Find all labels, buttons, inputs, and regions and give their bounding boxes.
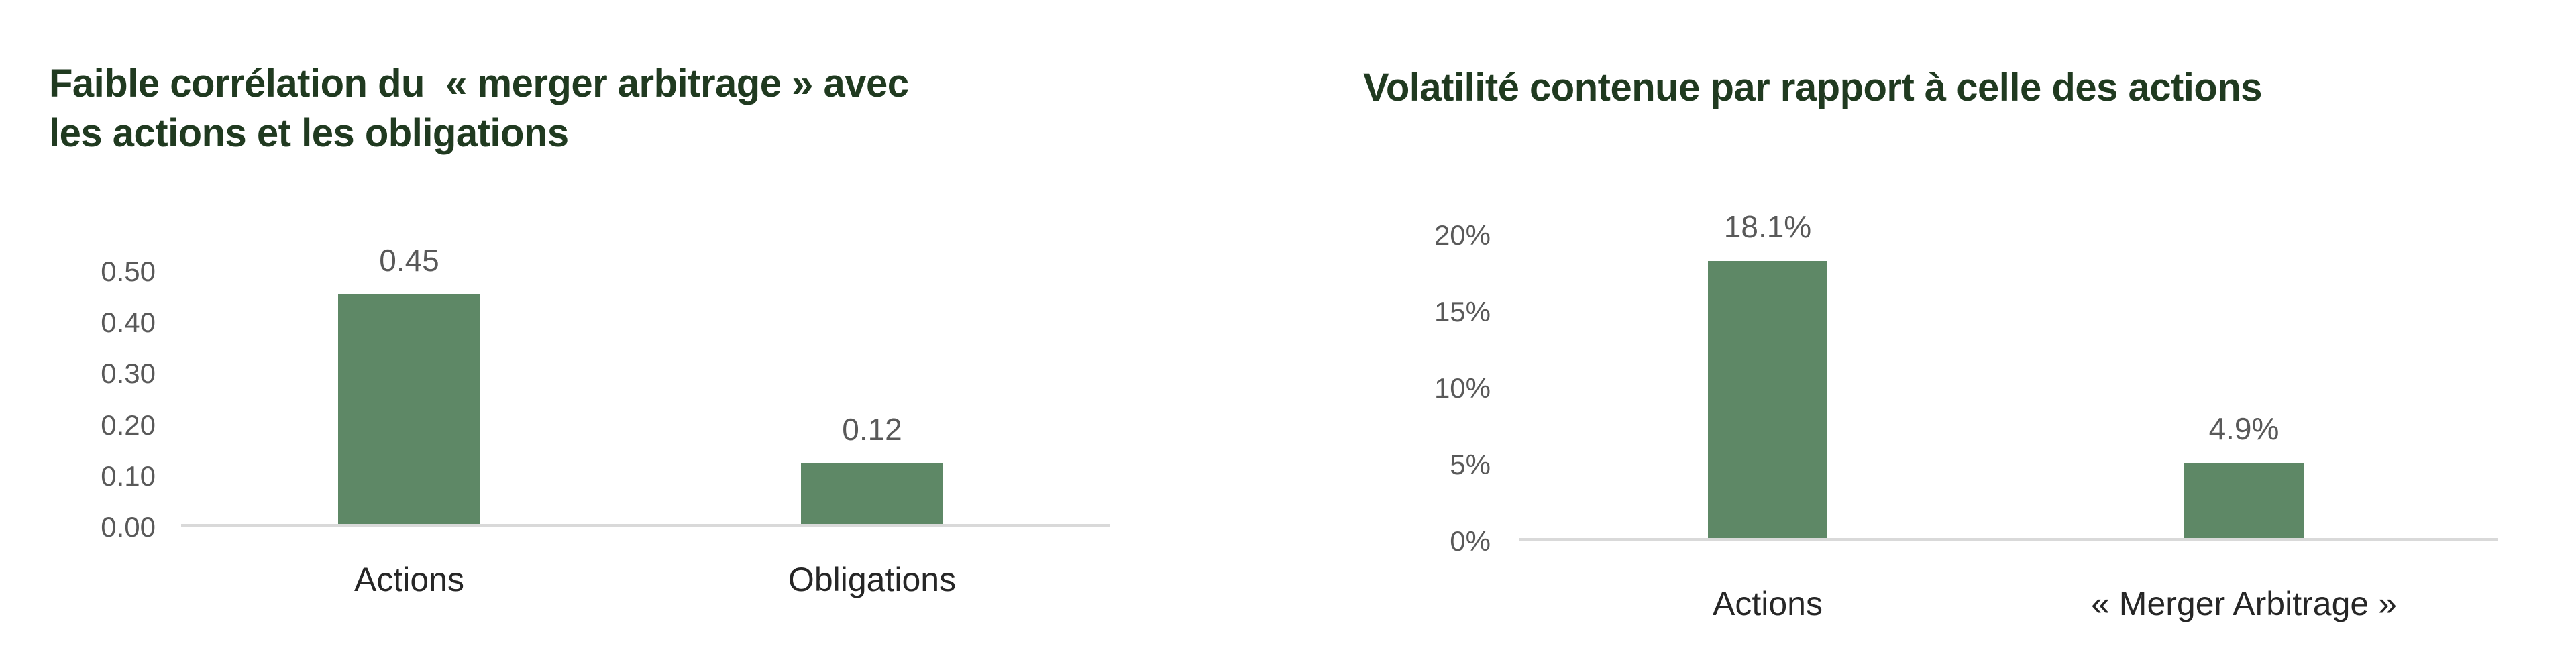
- y-tick-label: 15%: [1434, 296, 1491, 327]
- y-tick-label: 0.00: [101, 511, 156, 543]
- bar-value-label: 0.12: [842, 412, 902, 447]
- bar-value-label: 4.9%: [2208, 411, 2279, 446]
- y-tick-label: 0.10: [101, 460, 156, 492]
- y-tick-label: 0.50: [101, 256, 156, 287]
- y-tick-label: 20%: [1434, 219, 1491, 251]
- x-axis-line: [181, 524, 1110, 527]
- chart-title-line: Faible corrélation du « merger arbitrage…: [49, 62, 909, 105]
- chart-title: Volatilité contenue par rapport à celle …: [1363, 63, 2544, 113]
- y-tick-label: 0.30: [101, 358, 156, 389]
- chart-title-line: les actions et les obligations: [49, 111, 569, 155]
- bar-obligations: [801, 463, 943, 524]
- bar-actions: [1708, 261, 1827, 538]
- y-tick-label: 0.20: [101, 409, 156, 441]
- bar-merger-arbitrage: [2184, 463, 2304, 538]
- chart-title: Faible corrélation du « merger arbitrage…: [49, 59, 1223, 158]
- y-tick-label: 0.40: [101, 307, 156, 338]
- x-axis-line: [1519, 538, 2498, 541]
- chart-title-line: Volatilité contenue par rapport à celle …: [1363, 66, 2263, 109]
- y-tick-label: 5%: [1450, 449, 1491, 480]
- bar-value-label: 18.1%: [1723, 209, 1812, 244]
- y-tick-label: 10%: [1434, 372, 1491, 404]
- bar-value-label: 0.45: [379, 243, 439, 278]
- x-category-label-obligations: Obligations: [788, 561, 957, 598]
- bar-actions: [338, 294, 480, 524]
- x-category-label-actions: Actions: [354, 561, 464, 598]
- y-tick-label: 0%: [1450, 525, 1491, 557]
- x-category-label-merger-arbitrage: « Merger Arbitrage »: [2091, 585, 2397, 622]
- x-category-label-actions: Actions: [1713, 585, 1823, 622]
